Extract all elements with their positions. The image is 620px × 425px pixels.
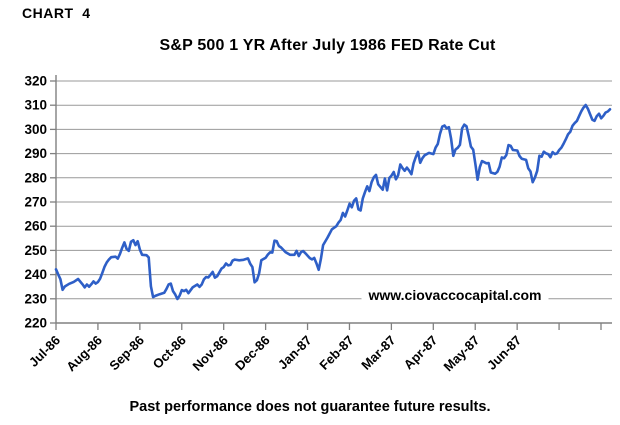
x-axis-label: Aug-86 [63, 333, 105, 375]
x-axis-label: Feb-87 [316, 333, 356, 373]
x-axis-label: Sep-86 [106, 333, 147, 374]
sp500-price-line [54, 103, 612, 301]
chart-number-label: CHART 4 [22, 5, 91, 21]
x-axis-label: Jan-87 [275, 333, 315, 373]
x-axis-label: Mar-87 [358, 333, 398, 373]
y-axis-label: 280 [24, 170, 47, 185]
x-axis-label: Jul-86 [26, 333, 63, 370]
y-axis-label: 240 [24, 267, 47, 282]
y-axis-label: 320 [24, 74, 47, 89]
x-axis-label: Apr-87 [401, 333, 441, 373]
x-axis-label: Oct-86 [150, 333, 189, 372]
x-axis-label: Jun-87 [484, 333, 524, 373]
watermark-text: www.ciovaccocapital.com [361, 286, 549, 304]
y-axis-label: 250 [24, 243, 47, 258]
x-axis-label: May-87 [441, 333, 483, 375]
y-axis-label: 300 [24, 122, 47, 137]
y-axis-label: 220 [24, 316, 47, 331]
disclaimer-caption: Past performance does not guarantee futu… [129, 399, 491, 415]
x-axis-label: Dec-86 [232, 333, 273, 374]
y-axis-label: 230 [24, 291, 47, 306]
y-axis-label: 260 [24, 219, 47, 234]
y-axis-label: 310 [24, 98, 47, 113]
chart-title: S&P 500 1 YR After July 1986 FED Rate Cu… [159, 37, 496, 54]
y-axis-label: 270 [24, 195, 47, 210]
y-axis-label: 290 [24, 146, 47, 161]
x-axis-label: Nov-86 [190, 333, 231, 374]
